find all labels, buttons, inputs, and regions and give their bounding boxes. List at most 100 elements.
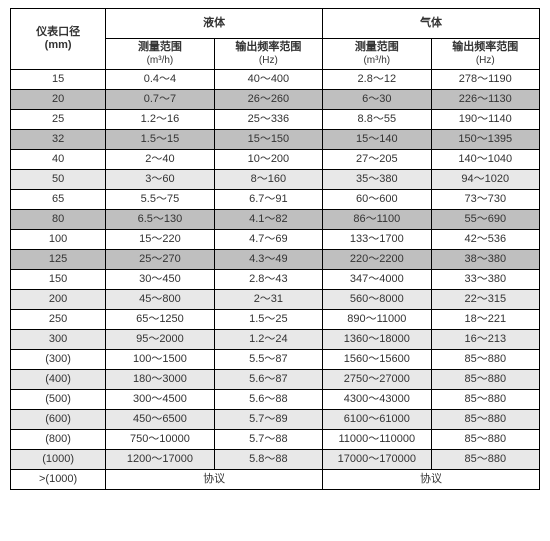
cell-liquid-merged: 协议 [106,470,323,490]
table-row: 15030～4502.8～43347～400033～380 [11,270,540,290]
cell-liquid-freq: 8～160 [214,170,322,190]
table-row: 402～4010～20027～205140～1040 [11,150,540,170]
cell-liquid-meas: 0.7～7 [106,90,214,110]
table-row: 200.7～726～2606～30226～1130 [11,90,540,110]
cell-gas-freq: 190～1140 [431,110,539,130]
cell-diameter: 250 [11,310,106,330]
cell-gas-meas: 133～1700 [323,230,431,250]
table-row: 20045～8002～31560～800022～315 [11,290,540,310]
cell-gas-meas: 6～30 [323,90,431,110]
cell-gas-meas: 2.8～12 [323,70,431,90]
cell-liquid-freq: 6.7～91 [214,190,322,210]
cell-gas-meas: 1560～15600 [323,350,431,370]
cell-diameter: (800) [11,430,106,450]
header-liquid-freq: 输出频率范围 (Hz) [214,39,322,70]
table-row: (800)750～100005.7～8811000～11000085～880 [11,430,540,450]
cell-liquid-meas: 2～40 [106,150,214,170]
cell-gas-meas: 8.8～55 [323,110,431,130]
cell-gas-freq: 150～1395 [431,130,539,150]
cell-diameter: 15 [11,70,106,90]
cell-gas-meas: 890～11000 [323,310,431,330]
cell-gas-freq: 140～1040 [431,150,539,170]
cell-gas-freq: 73～730 [431,190,539,210]
cell-diameter: 125 [11,250,106,270]
table-row: 251.2～1625～3368.8～55190～1140 [11,110,540,130]
cell-diameter: 150 [11,270,106,290]
cell-diameter: 25 [11,110,106,130]
cell-gas-freq: 226～1130 [431,90,539,110]
cell-diameter: 32 [11,130,106,150]
cell-diameter: (400) [11,370,106,390]
cell-gas-meas: 220～2200 [323,250,431,270]
header-diameter-l2: (mm) [45,39,72,51]
cell-liquid-meas: 30～450 [106,270,214,290]
table-row: 12525～2704.3～49220～220038～380 [11,250,540,270]
cell-liquid-freq: 15～150 [214,130,322,150]
table-row: 150.4～440～4002.8～12278～1190 [11,70,540,90]
header-liquid: 液体 [106,9,323,39]
table-row: (300)100～15005.5～871560～1560085～880 [11,350,540,370]
table-row: 321.5～1515～15015～140150～1395 [11,130,540,150]
header-gas-freq: 输出频率范围 (Hz) [431,39,539,70]
cell-diameter: (300) [11,350,106,370]
cell-liquid-meas: 1.5～15 [106,130,214,150]
cell-liquid-meas: 100～1500 [106,350,214,370]
cell-liquid-meas: 15～220 [106,230,214,250]
cell-gas-freq: 94～1020 [431,170,539,190]
cell-liquid-freq: 25～336 [214,110,322,130]
table-row: 25065～12501.5～25890～1100018～221 [11,310,540,330]
cell-liquid-freq: 26～260 [214,90,322,110]
cell-diameter: 20 [11,90,106,110]
cell-liquid-freq: 1.2～24 [214,330,322,350]
cell-liquid-meas: 25～270 [106,250,214,270]
cell-gas-freq: 85～880 [431,350,539,370]
header-diameter: 仪表口径 (mm) [11,9,106,70]
cell-liquid-meas: 65～1250 [106,310,214,330]
table-row: (1000)1200～170005.8～8817000～17000085～880 [11,450,540,470]
cell-liquid-meas: 300～4500 [106,390,214,410]
cell-liquid-meas: 1.2～16 [106,110,214,130]
table-row: 30095～20001.2～241360～1800016～213 [11,330,540,350]
cell-gas-freq: 85～880 [431,450,539,470]
cell-diameter: 200 [11,290,106,310]
cell-liquid-freq: 2.8～43 [214,270,322,290]
header-liquid-meas: 测量范围 (m³/h) [106,39,214,70]
cell-gas-meas: 15～140 [323,130,431,150]
table-row: (500)300～45005.6～884300～4300085～880 [11,390,540,410]
cell-liquid-freq: 4.1～82 [214,210,322,230]
cell-liquid-freq: 5.6～87 [214,370,322,390]
cell-liquid-freq: 4.3～49 [214,250,322,270]
cell-diameter: (1000) [11,450,106,470]
table-row: 806.5～1304.1～8286～110055～690 [11,210,540,230]
header-diameter-l1: 仪表口径 [36,26,80,38]
cell-gas-freq: 278～1190 [431,70,539,90]
cell-liquid-meas: 3～60 [106,170,214,190]
cell-gas-merged: 协议 [323,470,540,490]
cell-gas-freq: 85～880 [431,370,539,390]
cell-liquid-freq: 2～31 [214,290,322,310]
cell-diameter: 50 [11,170,106,190]
cell-gas-freq: 85～880 [431,430,539,450]
cell-liquid-meas: 450～6500 [106,410,214,430]
cell-liquid-meas: 180～3000 [106,370,214,390]
cell-gas-freq: 22～315 [431,290,539,310]
cell-liquid-meas: 45～800 [106,290,214,310]
cell-liquid-freq: 10～200 [214,150,322,170]
cell-gas-freq: 85～880 [431,390,539,410]
cell-gas-meas: 1360～18000 [323,330,431,350]
cell-liquid-meas: 5.5～75 [106,190,214,210]
cell-liquid-meas: 95～2000 [106,330,214,350]
cell-gas-meas: 560～8000 [323,290,431,310]
cell-liquid-meas: 1200～17000 [106,450,214,470]
cell-liquid-meas: 750～10000 [106,430,214,450]
header-gas: 气体 [323,9,540,39]
cell-liquid-freq: 5.8～88 [214,450,322,470]
cell-diameter: 80 [11,210,106,230]
table-row: 655.5～756.7～9160～60073～730 [11,190,540,210]
table-row: >(1000)协议协议 [11,470,540,490]
spec-table: 仪表口径 (mm) 液体 气体 测量范围 (m³/h) 输出频率范围 (Hz) … [10,8,540,490]
cell-liquid-freq: 4.7～69 [214,230,322,250]
table-header: 仪表口径 (mm) 液体 气体 测量范围 (m³/h) 输出频率范围 (Hz) … [11,9,540,70]
cell-gas-freq: 38～380 [431,250,539,270]
table-row: (400)180～30005.6～872750～2700085～880 [11,370,540,390]
